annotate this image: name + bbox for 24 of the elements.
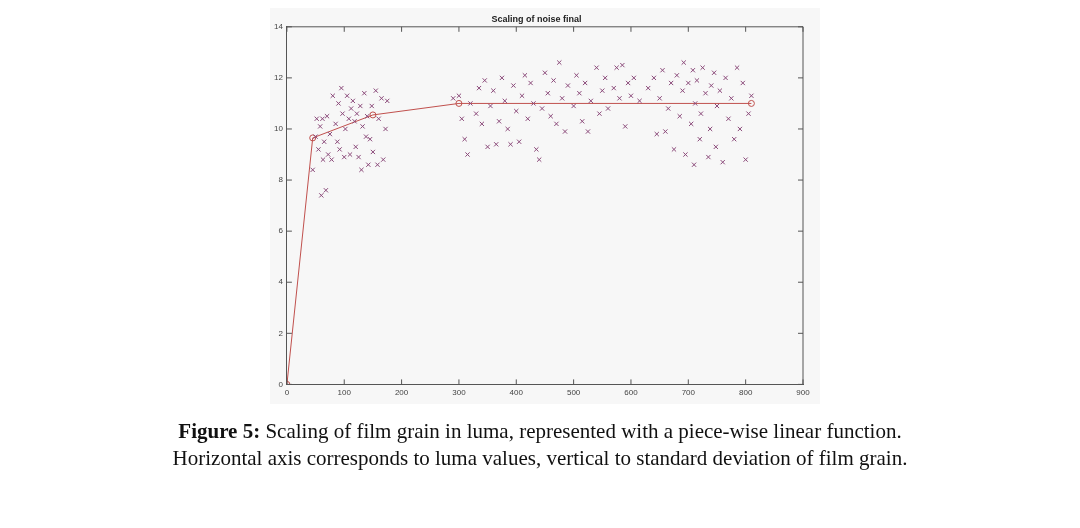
x-tick-label: 400 [509, 388, 524, 398]
y-tick-label: 10 [273, 124, 284, 134]
x-tick-label: 300 [452, 388, 467, 398]
chart-title: Scaling of noise final [491, 13, 582, 24]
y-tick-label: 2 [278, 328, 284, 338]
y-tick-label: 8 [278, 175, 284, 185]
x-tick-label: 600 [624, 388, 639, 398]
x-tick-label: 700 [681, 388, 696, 398]
text: Scaling of film grain in luma, represented with a piece-wise linear function. [265, 419, 902, 443]
point [747, 99, 755, 107]
y-tick-label: 0 [278, 379, 284, 389]
x-tick-label: 200 [394, 388, 409, 398]
x-tick-label: 500 [566, 388, 581, 398]
caption: Figure 5: [178, 419, 261, 443]
y-tick-label: 6 [278, 226, 284, 236]
x-tick-label: 800 [738, 388, 753, 398]
point [369, 111, 377, 119]
point [455, 99, 463, 107]
x-tick-label: 100 [337, 388, 352, 398]
text: Horizontal axis corresponds to luma values, vertical to standard deviation of film grain. [171, 445, 909, 472]
y-tick-label: 12 [273, 73, 284, 83]
y-tick-label: 4 [278, 277, 284, 287]
x-tick-label: 900 [796, 388, 811, 398]
y-tick-label: 14 [273, 22, 284, 31]
